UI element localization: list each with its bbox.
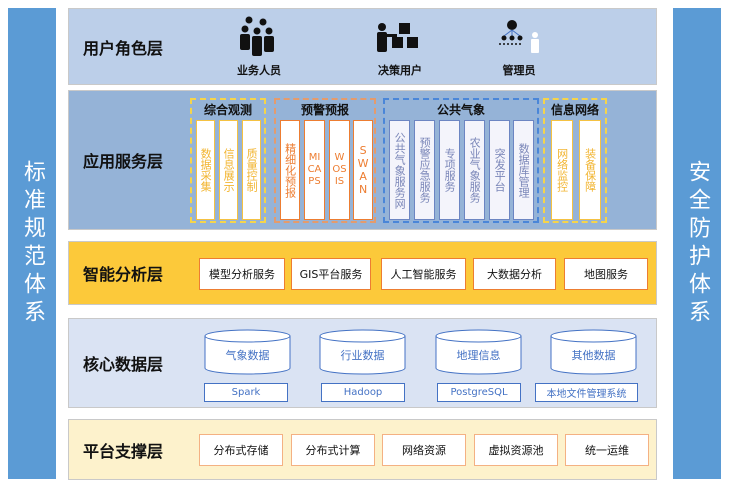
core-data-layer: 核心数据层 气象数据 行业数据 地理信息 其他数据 Spark Hadoop P… [68,318,657,408]
group-information-network: 信息网络 网络监控 装备保障 [543,98,607,223]
group-people-icon [240,16,274,56]
tech-item[interactable]: Spark [204,383,288,402]
platform-item[interactable]: 分布式计算 [291,434,375,466]
data-store-weather[interactable]: 气象数据 [204,329,291,375]
app-item[interactable]: 质量控制 [242,120,261,220]
platform-item[interactable]: 分布式存储 [199,434,283,466]
database-icon [319,329,406,375]
app-item[interactable]: 信息展示 [219,120,238,220]
group-warning-forecast: 预警预报 精细化预报 MICAPS WOSIS SWAN [274,98,376,223]
app-item[interactable]: 公共气象服务网 [389,120,410,220]
platform-item[interactable]: 网络资源 [382,434,466,466]
app-item[interactable]: 预警应急服务 [414,120,435,220]
analysis-item[interactable]: GIS平台服务 [291,258,371,290]
app-item[interactable]: 装备保障 [579,120,601,220]
layer-title: 智能分析层 [83,265,164,284]
database-icon [204,329,291,375]
tech-item[interactable]: PostgreSQL [437,383,521,402]
role-business: 业务人员 [229,15,289,78]
layer-title: 平台支撑层 [83,441,164,461]
application-service-layer: 应用服务层 综合观测 数据采集 信息展示 质量控制 预警预报 精细化预报 MIC… [68,90,657,230]
group-public-meteorology: 公共气象 公共气象服务网 预警应急服务 专项服务 农业气象服务 突发平台 数据库… [383,98,539,223]
tech-item[interactable]: Hadoop [321,383,405,402]
layer-title: 用户角色层 [83,38,164,58]
analysis-item[interactable]: 模型分析服务 [199,258,285,290]
intelligent-analysis-layer: 智能分析层 模型分析服务 GIS平台服务 人工智能服务 大数据分析 地图服务 [68,241,657,305]
decision-user-icon [377,23,418,52]
platform-item[interactable]: 统一运维 [565,434,649,466]
app-item[interactable]: 农业气象服务 [464,120,485,220]
group-comprehensive-observation: 综合观测 数据采集 信息展示 质量控制 [190,98,266,223]
analysis-item[interactable]: 人工智能服务 [381,258,466,290]
data-store-geographic[interactable]: 地理信息 [435,329,522,375]
admin-hierarchy-icon [499,20,539,53]
user-role-layer: 用户角色层 业务人员 决策用户 管理员 [68,8,657,85]
role-decision: 决策用户 [365,21,435,78]
app-item[interactable]: 网络监控 [551,120,573,220]
analysis-item[interactable]: 地图服务 [564,258,648,290]
layer-title: 核心数据层 [83,355,164,374]
security-system-bar: 安全防护体系 [673,8,721,479]
analysis-item[interactable]: 大数据分析 [473,258,556,290]
platform-item[interactable]: 虚拟资源池 [474,434,558,466]
app-item[interactable]: 专项服务 [439,120,460,220]
app-item[interactable]: WOSIS [329,120,350,220]
app-item[interactable]: MICAPS [304,120,325,220]
tech-item[interactable]: 本地文件管理系统 [535,383,638,402]
platform-support-layer: 平台支撑层 分布式存储 分布式计算 网络资源 虚拟资源池 统一运维 [68,419,657,480]
data-store-other[interactable]: 其他数据 [550,329,637,375]
database-icon [435,329,522,375]
app-item[interactable]: 数据库管理 [513,120,534,220]
app-item[interactable]: 精细化预报 [280,120,300,220]
database-icon [550,329,637,375]
standards-system-bar: 标准规范体系 [8,8,56,479]
data-store-industry[interactable]: 行业数据 [319,329,406,375]
layer-title: 应用服务层 [83,152,164,171]
app-item[interactable]: 突发平台 [489,120,510,220]
app-item[interactable]: SWAN [353,120,373,220]
app-item[interactable]: 数据采集 [196,120,215,220]
role-admin: 管理员 [489,19,549,78]
